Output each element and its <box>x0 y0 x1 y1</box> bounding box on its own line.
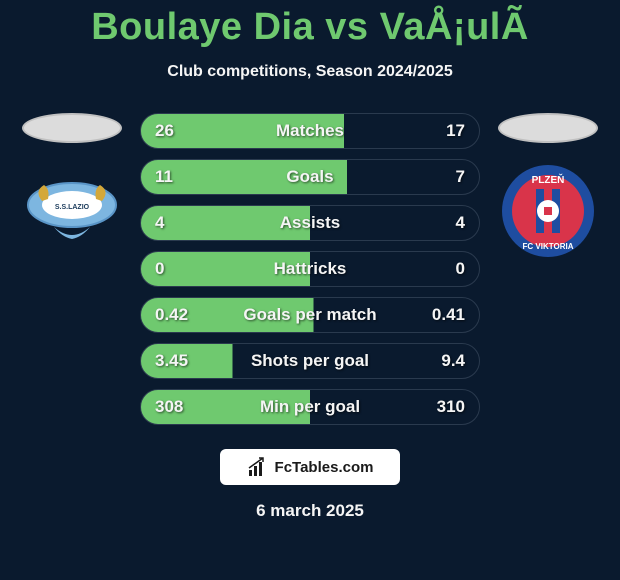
stat-right-value: 0.41 <box>415 305 465 325</box>
stat-row: 4 Assists 4 <box>140 205 480 241</box>
stats-table: 26Matches1711Goals74Assists40Hattricks00… <box>140 113 480 425</box>
stat-label: Shots per goal <box>251 351 369 371</box>
comparison-content: S.S.LAZIO 26 Matches 17 11 Goals 7 4 Assists 4 0 H… <box>0 113 620 425</box>
stat-left-value: 0.42 <box>155 305 205 325</box>
stat-right-value: 0 <box>415 259 465 279</box>
svg-text:FC VIKTORIA: FC VIKTORIA <box>523 242 574 251</box>
stat-label: Matches <box>276 121 344 141</box>
stat-right-value: 9.4 <box>415 351 465 371</box>
footer-brand-text: FcTables.com <box>275 459 374 476</box>
stat-left-value: 26 <box>155 121 205 141</box>
stat-row: 26 Matches 17 <box>140 113 480 149</box>
stat-row: 11 Goals 7 <box>140 159 480 195</box>
stat-row: 3.45 Shots per goal 9.4 <box>140 343 480 379</box>
stat-left-value: 0 <box>155 259 205 279</box>
stat-row: 0 Hattricks 0 <box>140 251 480 287</box>
stat-label: Min per goal <box>260 397 360 417</box>
stat-right-value: 4 <box>415 213 465 233</box>
svg-text:PLZEŇ: PLZEŇ <box>532 173 565 186</box>
plzen-badge-icon: PLZEŇ FC VIKTORIA <box>500 163 596 259</box>
fctables-icon <box>247 456 269 478</box>
stat-label: Hattricks <box>274 259 347 279</box>
date-label: 6 march 2025 <box>0 501 620 521</box>
stat-left-value: 308 <box>155 397 205 417</box>
page-title: Boulaye Dia vs VaÅ¡ulÃ <box>0 0 620 49</box>
stat-row: 308 Min per goal 310 <box>140 389 480 425</box>
stat-row: 0.42 Goals per match 0.41 <box>140 297 480 333</box>
footer-brand-logo: FcTables.com <box>220 449 400 485</box>
left-team-badge: S.S.LAZIO <box>24 171 120 251</box>
stat-left-value: 4 <box>155 213 205 233</box>
stat-right-value: 310 <box>415 397 465 417</box>
player-left-placeholder <box>22 113 122 143</box>
stat-right-value: 17 <box>415 121 465 141</box>
right-team-badge: PLZEŇ FC VIKTORIA <box>500 171 596 251</box>
subtitle: Club competitions, Season 2024/2025 <box>0 63 620 81</box>
left-side: S.S.LAZIO <box>22 113 122 251</box>
lazio-badge-icon: S.S.LAZIO <box>24 171 120 251</box>
stat-label: Goals per match <box>243 305 376 325</box>
right-side: PLZEŇ FC VIKTORIA <box>498 113 598 251</box>
svg-text:S.S.LAZIO: S.S.LAZIO <box>55 204 90 211</box>
stat-right-value: 7 <box>415 167 465 187</box>
stat-label: Assists <box>280 213 340 233</box>
stat-left-value: 11 <box>155 167 205 187</box>
player-right-placeholder <box>498 113 598 143</box>
stat-left-value: 3.45 <box>155 351 205 371</box>
stat-label: Goals <box>286 167 333 187</box>
